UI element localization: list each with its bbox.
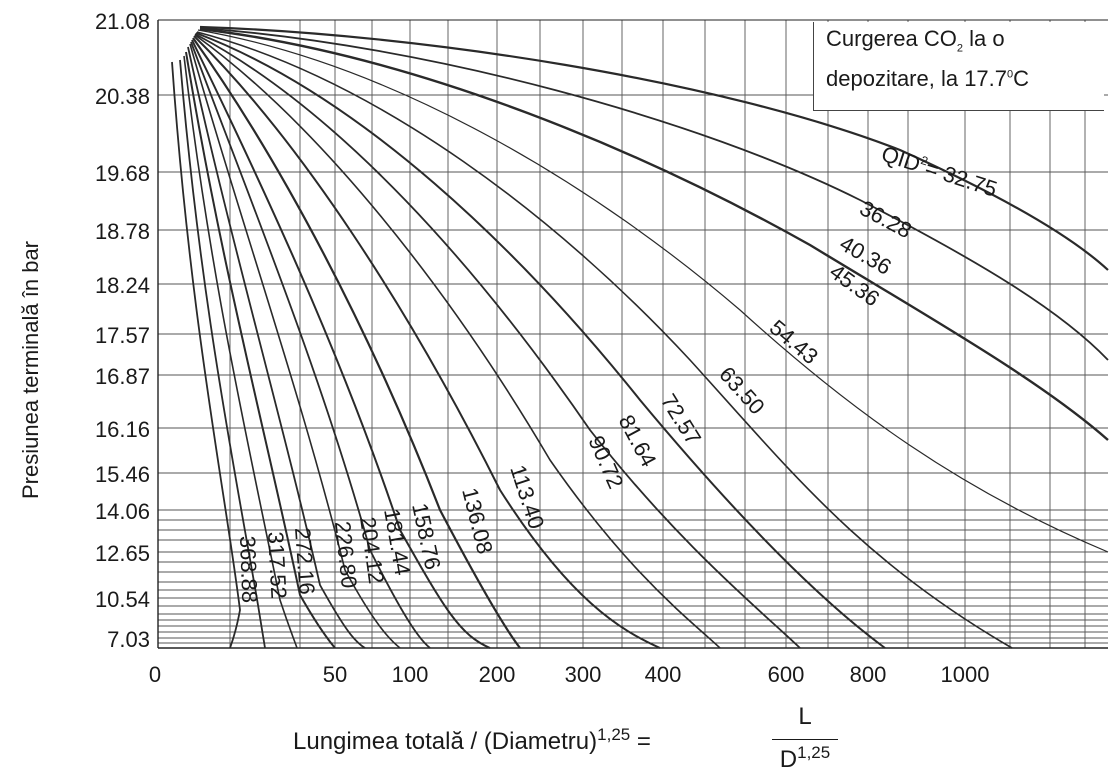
- y-tick-label: 12.65: [95, 541, 150, 566]
- y-tick-labels: 21.08 20.38 19.68 18.78 18.24 17.57 16.87 16.16…: [95, 9, 150, 652]
- y-tick-label: 20.38: [95, 84, 150, 109]
- curve-136.08: [191, 39, 491, 649]
- y-tick-label: 14.06: [95, 499, 150, 524]
- curve-81.64: [194, 34, 721, 649]
- x-tick-label: 1000: [941, 662, 990, 687]
- curve-72.57: [194, 33, 801, 649]
- curve-54.43: [196, 31, 1013, 649]
- curve-40.36: [199, 27, 1109, 441]
- chart-title-line-1: Curgerea CO2 la o: [826, 26, 1005, 55]
- curve-36.28: [199, 27, 1109, 361]
- y-tick-label: 21.08: [95, 9, 150, 34]
- series-label-81.64: 81.64: [614, 411, 662, 471]
- y-tick-label: 7.03: [107, 627, 150, 652]
- curve-90.72: [193, 35, 661, 649]
- series-label-36.28: 36.28: [856, 195, 916, 243]
- series-label-136.08: 136.08: [457, 485, 498, 556]
- x-tick-labels: 0 50 100 200 300 400 600 800 1000: [149, 662, 990, 687]
- series-label-32.75: QID2= 32.75: [878, 141, 1000, 202]
- curve-113.40: [192, 37, 521, 649]
- y-tick-label: 19.68: [95, 161, 150, 186]
- curve-272.16: [183, 55, 298, 649]
- x-tick-label: 400: [645, 662, 682, 687]
- curve-181.44: [189, 43, 401, 649]
- series-label-317.52: 317.52: [263, 531, 291, 600]
- curve-204.12: [187, 46, 366, 649]
- x-tick-label: 0: [149, 662, 161, 687]
- curve-368.88: [171, 61, 241, 649]
- series-label-63.50: 63.50: [714, 362, 769, 420]
- x-tick-label: 800: [850, 662, 887, 687]
- curve-158.76: [190, 41, 431, 649]
- x-tick-label: 50: [323, 662, 347, 687]
- curve-63.50: [195, 32, 886, 649]
- series-label-54.43: 54.43: [765, 315, 823, 370]
- series-label-113.40: 113.40: [505, 462, 549, 532]
- y-tick-label: 16.87: [95, 364, 150, 389]
- x-tick-label: 600: [768, 662, 805, 687]
- curve-32.75: [199, 25, 1109, 271]
- y-axis-label: Presiunea terminală în bar: [18, 241, 43, 499]
- curve-317.52: [179, 59, 266, 649]
- series-label-368.88: 368.88: [235, 535, 262, 603]
- x-tick-label: 200: [479, 662, 516, 687]
- x-tick-label: 100: [392, 662, 429, 687]
- curve-45.36: [197, 29, 1109, 553]
- chart-title-box: Curgerea CO2 la o depozitare, la 17.70C: [813, 22, 1104, 111]
- y-tick-label: 10.54: [95, 587, 150, 612]
- series-label-272.16: 272.16: [290, 527, 320, 596]
- y-tick-label: 16.16: [95, 417, 150, 442]
- series-curves: [171, 25, 1109, 649]
- curve-226.80: [185, 51, 336, 649]
- y-tick-label: 18.24: [95, 273, 150, 298]
- chart-title-line-2: depozitare, la 17.70C: [826, 66, 1030, 91]
- y-tick-label: 18.78: [95, 219, 150, 244]
- x-tick-label: 300: [565, 662, 602, 687]
- y-tick-label: 17.57: [95, 323, 150, 348]
- y-tick-label: 15.46: [95, 462, 150, 487]
